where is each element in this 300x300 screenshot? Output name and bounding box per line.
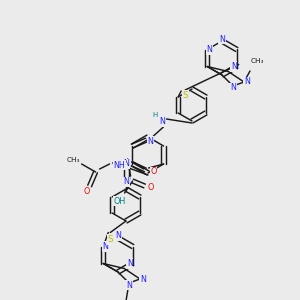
Text: H: H [153,112,158,118]
Text: N: N [230,83,236,92]
Text: N: N [231,62,237,71]
Text: N: N [123,178,129,187]
Text: OH: OH [113,196,126,206]
Text: N: N [244,77,250,86]
Text: S: S [107,235,113,244]
Text: NH: NH [114,160,125,169]
Text: S: S [182,91,188,100]
Text: N: N [206,45,212,54]
Text: N: N [219,34,225,43]
Text: N: N [160,118,165,127]
Text: O: O [147,184,154,193]
Text: O: O [83,188,90,196]
Text: CH₃: CH₃ [67,157,80,163]
Text: CH₃: CH₃ [250,58,264,64]
Text: O: O [150,167,157,176]
Text: N: N [123,160,129,169]
Text: N: N [148,136,153,146]
Text: N: N [102,242,108,251]
Text: N: N [127,259,133,268]
Text: N: N [126,280,132,290]
Text: N: N [115,232,121,241]
Text: N: N [140,274,146,284]
